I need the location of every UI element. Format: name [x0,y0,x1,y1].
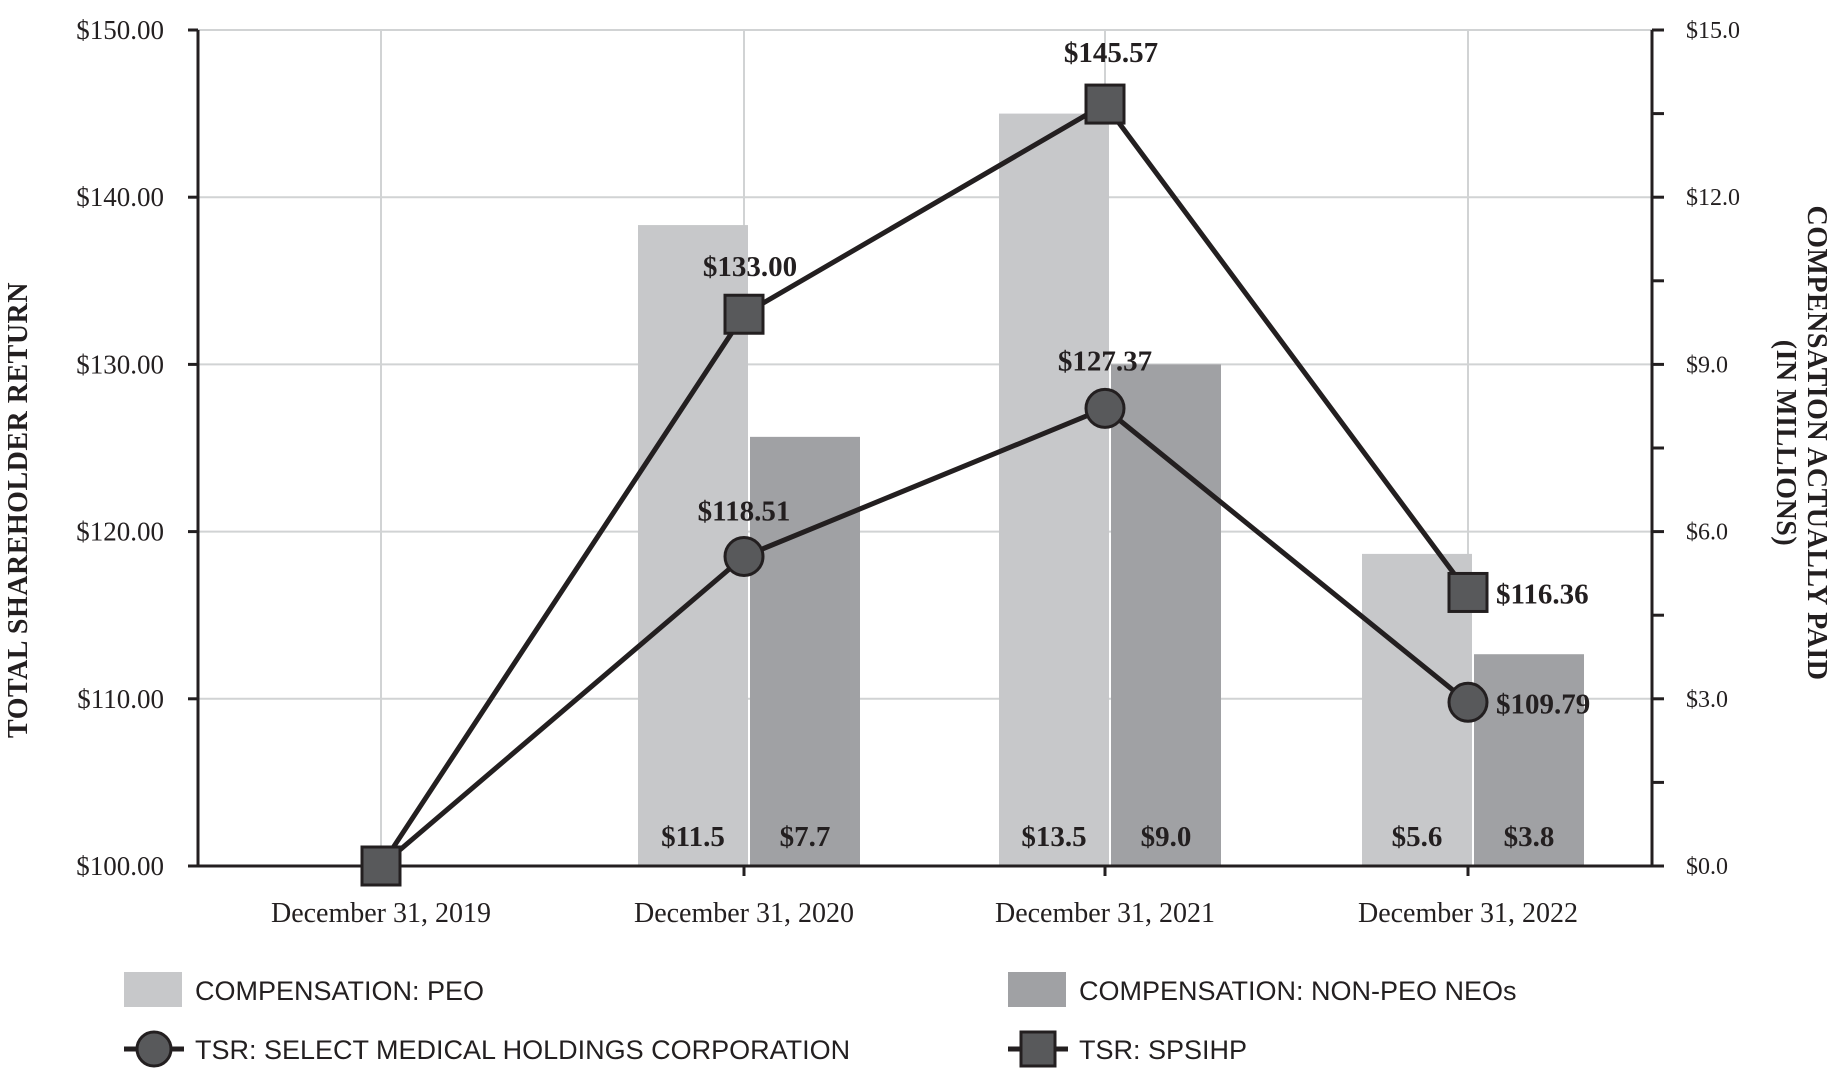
legend-swatch-peo [124,972,182,1007]
right-axis-title-line2: (IN MILLIONS) [1770,340,1801,546]
left-axis-title: TOTAL SHAREHOLDER RETURN [3,282,34,738]
marker-square-1 [723,293,765,335]
line-select-medical [379,405,1470,868]
marker-square-2 [1084,83,1126,125]
bar-non-peo-3 [1474,654,1584,866]
legend-label-spsihp: TSR: SPSIHP [1079,1035,1247,1065]
legend: COMPENSATION: PEO COMPENSATION: NON-PEO … [124,972,1517,1068]
x-tick-label: December 31, 2020 [634,898,854,929]
x-tick-label: December 31, 2022 [1358,898,1578,929]
gridlines [198,29,1652,866]
x-tick-label: December 31, 2021 [995,898,1215,929]
marker-circle-2 [1084,387,1126,429]
data-labels: $11.5 $13.5 $5.6 $7.7 $9.0 $3.8 $118.51 $127.37… [661,37,1590,853]
legend-circle-icon [135,1030,173,1068]
right-tick-label: $3.0 [1686,687,1728,713]
left-tick-label: $150.00 [76,15,164,45]
right-axis-title-line1: COMPENSATION ACTUALLY PAID [1801,205,1832,680]
tsr-label-select-medical-2: $127.37 [1058,345,1152,377]
legend-label-select-medical: TSR: SELECT MEDICAL HOLDINGS CORPORATION [195,1035,850,1065]
tsr-label-spsihp-1: $133.00 [703,251,797,283]
bar-non-peo-2 [1111,364,1221,866]
tsr-label-spsihp-3: $116.36 [1496,578,1589,610]
bar-label-non-peo-3: $3.8 [1504,821,1555,853]
line-spsihp [378,101,1471,868]
marker-square-3 [1447,571,1489,613]
right-tick-label: $6.0 [1686,520,1728,546]
bar-non-peo-1 [750,436,860,866]
right-tick-label: $12.0 [1686,185,1740,211]
tsr-label-spsihp-2: $145.57 [1064,37,1158,69]
axes: $100.00 $110.00 $120.00 $130.00 $140.00 $150.… [76,15,1740,929]
right-tick-label: $9.0 [1686,352,1728,378]
bar-label-peo-3: $5.6 [1392,821,1443,853]
left-tick-label: $100.00 [76,851,164,881]
legend-swatch-non-peo [1008,972,1066,1007]
bar-label-peo-2: $13.5 [1021,821,1086,853]
left-tick-label: $120.00 [76,517,164,547]
x-tick-label: December 31, 2019 [271,898,491,929]
marker-circle-1 [723,536,765,578]
left-tick-label: $130.00 [76,349,164,379]
tsr-label-select-medical-3: $109.79 [1496,688,1590,720]
bar-peo-2 [999,113,1109,867]
tsr-label-select-medical-1: $118.51 [698,496,791,528]
left-tick-label: $140.00 [76,182,164,212]
right-tick-label: $0.0 [1686,854,1728,880]
bars [638,113,1584,867]
marker-square-0 [360,845,402,887]
legend-label-peo: COMPENSATION: PEO [195,976,484,1006]
legend-label-non-peo: COMPENSATION: NON-PEO NEOs [1079,976,1517,1006]
right-tick-label: $15.0 [1686,18,1740,44]
marker-circle-3 [1447,681,1489,723]
bar-label-non-peo-1: $7.7 [780,821,831,853]
bar-label-peo-1: $11.5 [661,821,725,853]
legend-square-icon [1019,1030,1057,1068]
left-tick-label: $110.00 [77,684,164,714]
bar-label-non-peo-2: $9.0 [1141,821,1192,853]
tsr-lines [360,83,1489,887]
